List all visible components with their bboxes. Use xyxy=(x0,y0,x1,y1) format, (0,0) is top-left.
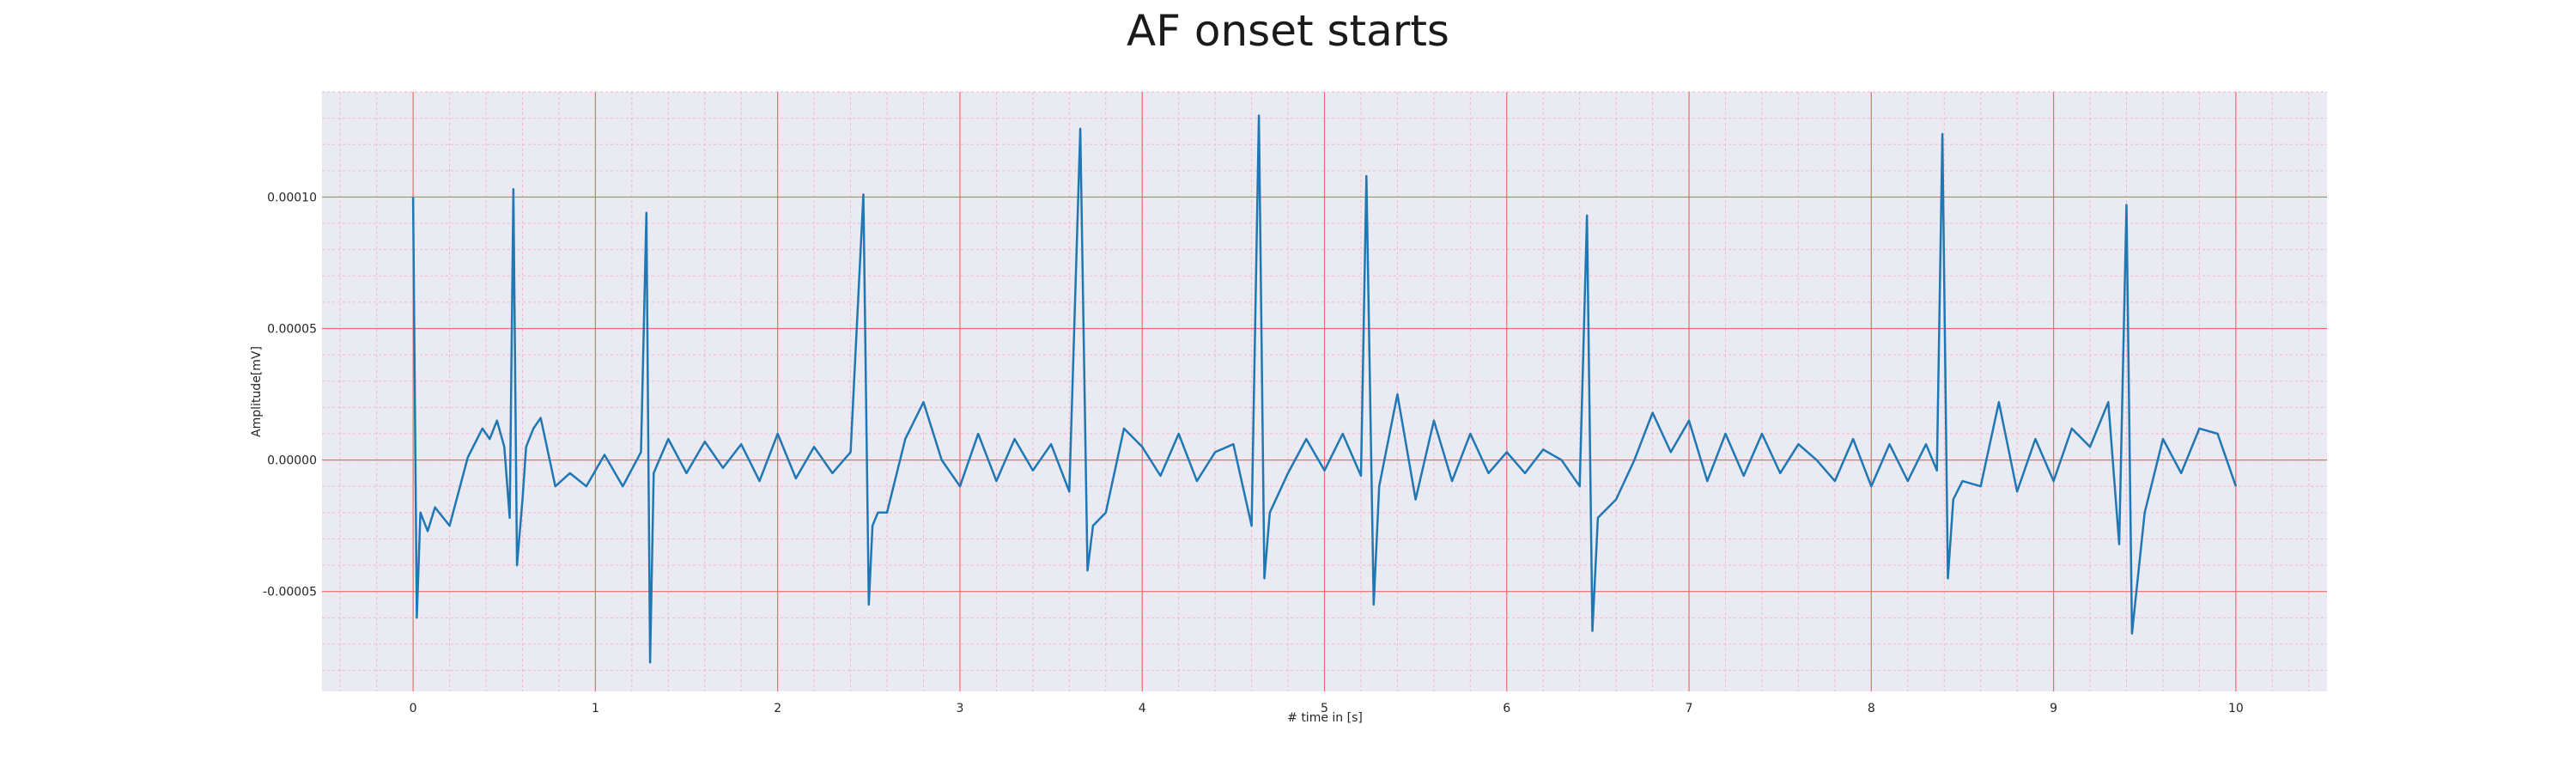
y-tick-label: -0.00005 xyxy=(263,586,317,600)
x-tick-label: 5 xyxy=(1321,702,1328,715)
ecg-series-line xyxy=(411,114,2238,664)
x-tick-label: 4 xyxy=(1139,702,1146,715)
x-tick-label: 7 xyxy=(1686,702,1693,715)
x-tick-label: 2 xyxy=(774,702,781,715)
y-tick-label: 0.00000 xyxy=(267,454,317,468)
x-tick-label: 1 xyxy=(592,702,599,715)
x-tick-label: 0 xyxy=(410,702,417,715)
y-tick-label: 0.00005 xyxy=(267,323,317,337)
x-axis-ticks: 0 1 2 3 4 5 6 7 8 9 10 xyxy=(410,702,2244,715)
x-tick-label: 9 xyxy=(2050,702,2057,715)
x-tick-label: 3 xyxy=(956,702,963,715)
x-axis-label: # time in [s] xyxy=(1287,711,1363,725)
x-tick-label: 8 xyxy=(1868,702,1875,715)
x-tick-label: 6 xyxy=(1503,702,1510,715)
y-axis-label: Amplitude[mV] xyxy=(250,346,264,437)
x-tick-label: 10 xyxy=(2228,702,2244,715)
major-grid xyxy=(322,92,2327,691)
chart-title: AF onset starts xyxy=(1127,6,1449,56)
y-axis-ticks: -0.00005 0.00000 0.00005 0.00010 xyxy=(263,191,317,599)
y-tick-label: 0.00010 xyxy=(267,191,317,204)
